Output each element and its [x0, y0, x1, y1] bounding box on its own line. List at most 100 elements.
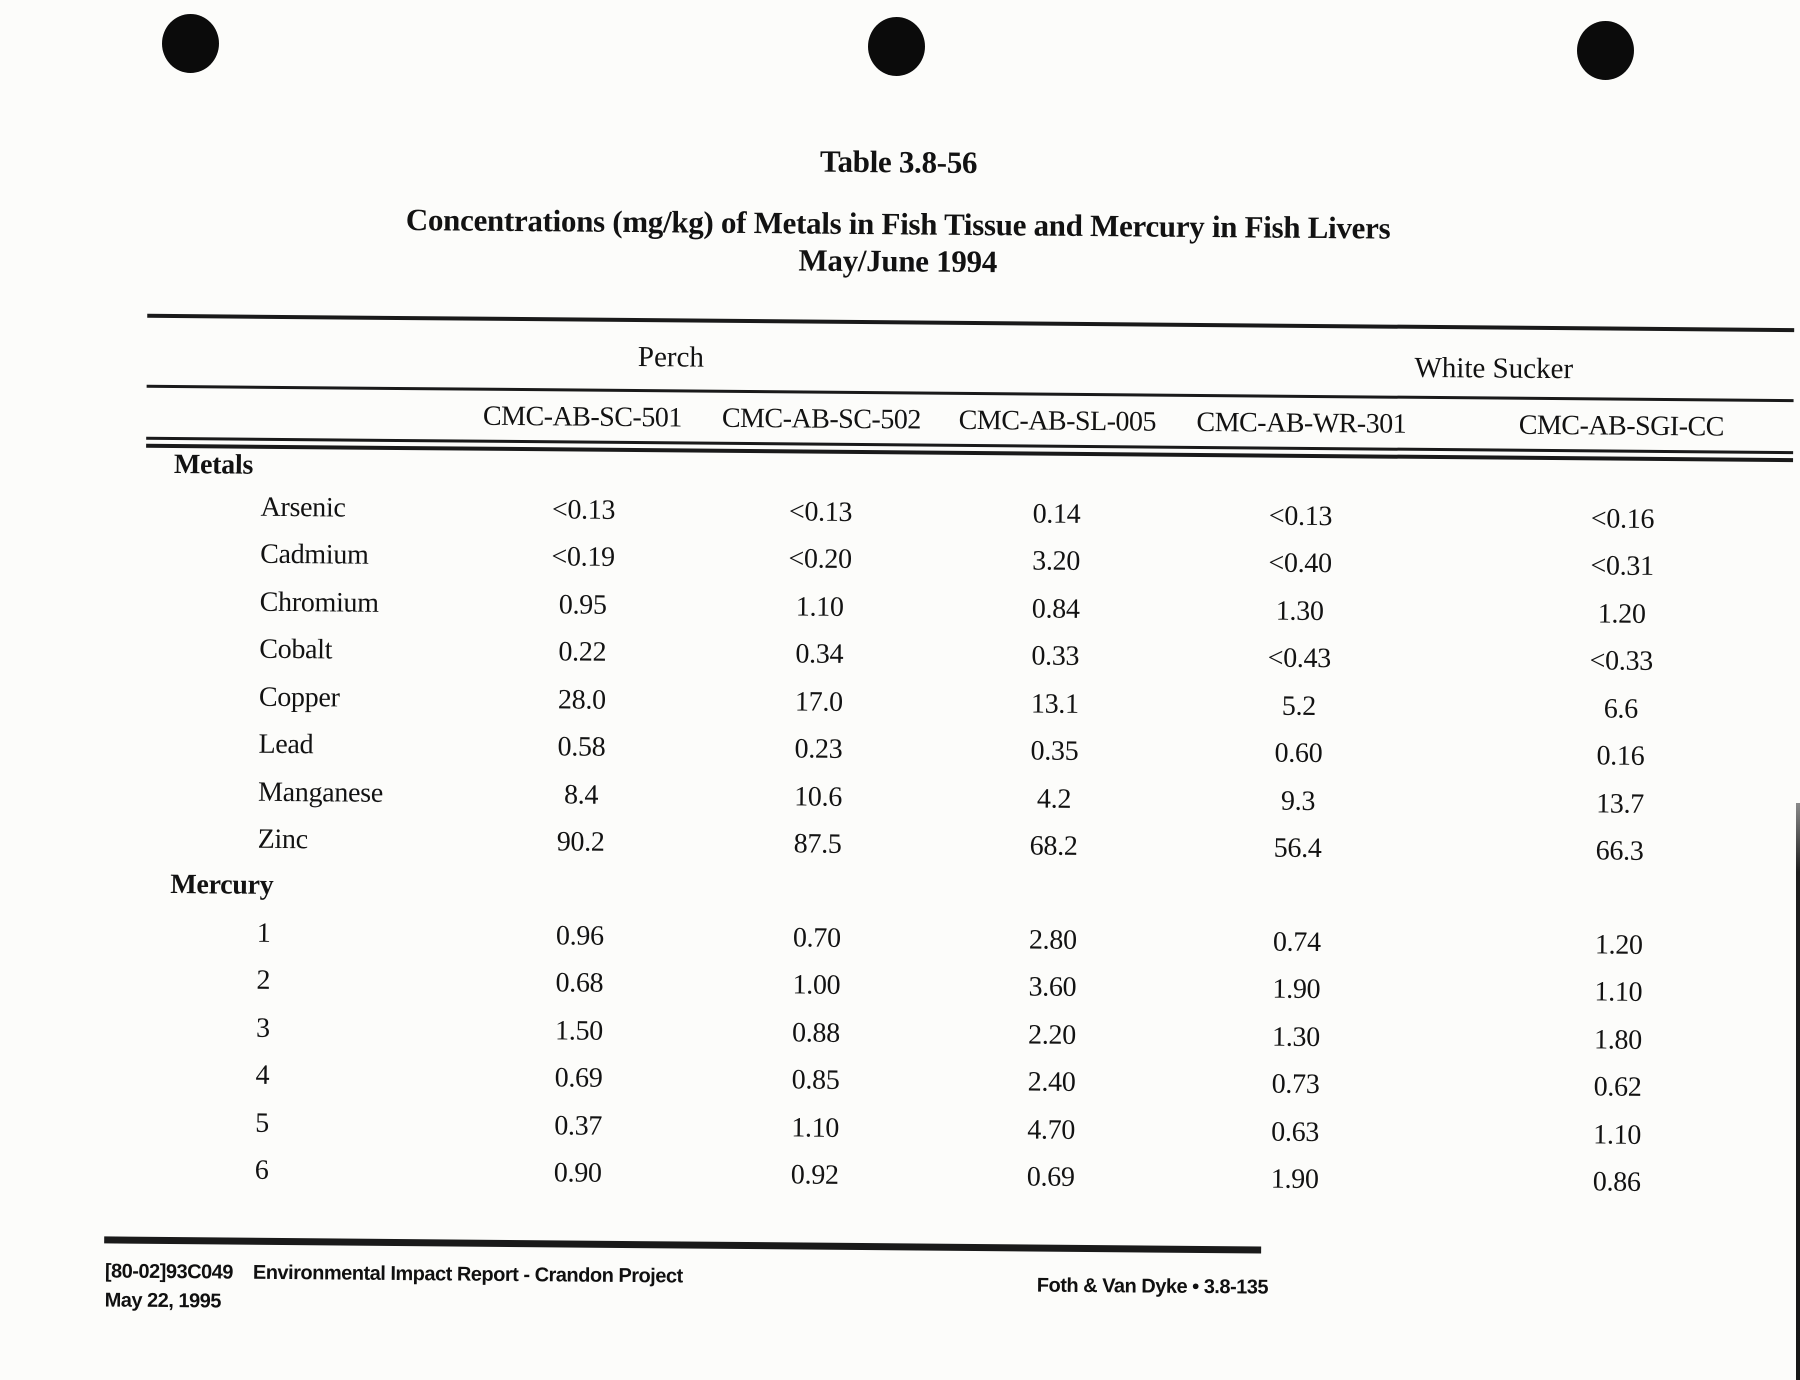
cell: 0.73 — [1271, 1068, 1320, 1101]
hole-punch-mark — [1577, 21, 1634, 80]
cell: 0.85 — [791, 1064, 840, 1096]
cell: 0.84 — [1031, 593, 1080, 625]
cell: 0.16 — [1596, 740, 1645, 772]
cell: 1.50 — [554, 1015, 604, 1047]
table-rule-mid — [146, 384, 1794, 403]
cell: 0.70 — [792, 922, 841, 954]
cell: 1.00 — [792, 969, 841, 1001]
cell: 13.1 — [1030, 688, 1079, 720]
cell: 90.2 — [556, 826, 605, 858]
cell: 0.35 — [1030, 735, 1079, 767]
species-group-label-white-sucker: White Sucker — [1414, 351, 1574, 386]
cell: 0.37 — [554, 1110, 603, 1142]
cell: 0.95 — [558, 589, 607, 621]
table-number: Table 3.8-56 — [819, 143, 978, 181]
cell: 1.90 — [1272, 973, 1321, 1006]
row-label: 5 — [255, 1107, 270, 1139]
footer-doc-title: Environmental Impact Report - Crandon Pr… — [252, 1261, 683, 1288]
column-header: CMC-AB-SL-005 — [958, 404, 1157, 438]
cell: 6.6 — [1603, 693, 1639, 725]
cell: 28.0 — [557, 684, 606, 716]
cell: 0.14 — [1032, 498, 1081, 530]
row-label: Lead — [258, 728, 314, 761]
table-row: 3 1.50 0.88 2.20 1.30 1.80 — [0, 1010, 1791, 1056]
table-row: Copper 28.0 17.0 13.1 5.2 6.6 — [0, 679, 1794, 725]
cell: 1.90 — [1270, 1163, 1319, 1196]
cell: 1.10 — [795, 591, 844, 623]
cell: 4.70 — [1027, 1114, 1076, 1146]
cell: 0.68 — [555, 967, 604, 999]
table-row: Cadmium <0.19 <0.20 3.20 <0.40 <0.31 — [0, 536, 1795, 582]
cell: 0.90 — [553, 1157, 602, 1189]
cell: 9.3 — [1280, 785, 1316, 817]
table-row: 2 0.68 1.00 3.60 1.90 1.10 — [0, 962, 1792, 1008]
table-row: 6 0.90 0.92 0.69 1.90 0.86 — [0, 1152, 1790, 1198]
table-row: Cobalt 0.22 0.34 0.33 <0.43 <0.33 — [0, 631, 1794, 677]
row-label: 2 — [256, 964, 271, 996]
cell: 87.5 — [793, 828, 842, 860]
row-label: Manganese — [257, 776, 384, 809]
table-row: 4 0.69 0.85 2.40 0.73 0.62 — [0, 1057, 1791, 1103]
cell: 17.0 — [794, 686, 843, 718]
cell: 2.80 — [1028, 924, 1077, 956]
section-label-metals: Metals — [173, 449, 254, 481]
table-rule-top — [147, 313, 1795, 333]
cell: 2.20 — [1027, 1019, 1077, 1051]
table-row: Lead 0.58 0.23 0.35 0.60 0.16 — [0, 726, 1794, 772]
cell: 1.10 — [791, 1112, 840, 1144]
hole-punch-mark — [162, 14, 219, 73]
footer-left-line1: [80-02]93C049 Environmental Impact Report… — [105, 1260, 683, 1288]
cell: <0.19 — [551, 541, 615, 573]
cell: 0.63 — [1271, 1116, 1320, 1149]
cell: 0.22 — [558, 636, 607, 668]
cell: 3.60 — [1028, 971, 1077, 1003]
cell: 1.30 — [1271, 1021, 1321, 1054]
cell: 0.58 — [557, 731, 606, 763]
cell: 68.2 — [1029, 830, 1078, 862]
cell: 0.23 — [794, 733, 843, 765]
table-row: Arsenic <0.13 <0.13 0.14 <0.13 <0.16 — [0, 489, 1796, 535]
scan-edge-artifact — [1796, 803, 1800, 1380]
cell: 2.40 — [1027, 1066, 1076, 1098]
row-label: 4 — [255, 1059, 270, 1091]
table-row: Zinc 90.2 87.5 68.2 56.4 66.3 — [0, 821, 1793, 867]
row-label: Chromium — [259, 586, 379, 619]
section-label-mercury: Mercury — [170, 868, 274, 901]
cell: 0.69 — [554, 1062, 603, 1094]
cell: 0.92 — [790, 1159, 839, 1191]
species-group-label-perch: Perch — [637, 341, 705, 374]
cell: <0.43 — [1267, 642, 1332, 675]
cell: 4.2 — [1036, 783, 1072, 815]
cell: 66.3 — [1595, 835, 1644, 867]
row-label: 1 — [256, 917, 271, 949]
cell: 0.74 — [1272, 926, 1321, 959]
cell: 5.2 — [1281, 690, 1317, 722]
row-label: Copper — [258, 681, 340, 714]
table-row: 5 0.37 1.10 4.70 0.63 1.10 — [0, 1105, 1790, 1151]
cell: 56.4 — [1273, 832, 1322, 865]
cell: 13.7 — [1596, 788, 1645, 820]
cell: <0.40 — [1268, 547, 1332, 580]
cell: <0.13 — [788, 496, 853, 528]
cell: 0.96 — [555, 920, 604, 952]
row-label: 3 — [255, 1012, 270, 1044]
row-label: 6 — [254, 1154, 269, 1186]
table-row: 1 0.96 0.70 2.80 0.74 1.20 — [0, 915, 1792, 961]
cell: 1.10 — [1594, 976, 1643, 1008]
cell: 1.30 — [1275, 595, 1324, 628]
row-label: Cadmium — [260, 538, 369, 571]
table-row: Chromium 0.95 1.10 0.84 1.30 1.20 — [0, 584, 1795, 630]
cell: 0.60 — [1274, 737, 1323, 770]
cell: 1.10 — [1593, 1119, 1642, 1151]
cell: 1.20 — [1594, 929, 1643, 961]
cell: <0.33 — [1589, 645, 1654, 677]
footer-right: Foth & Van Dyke • 3.8-135 — [1036, 1274, 1269, 1299]
footer-doc-id: [80-02]93C049 — [104, 1260, 234, 1284]
cell: <0.20 — [788, 543, 852, 575]
cell: 0.88 — [791, 1017, 841, 1049]
cell: 0.86 — [1592, 1166, 1641, 1198]
cell: 0.62 — [1593, 1071, 1642, 1103]
cell: <0.13 — [551, 494, 616, 526]
